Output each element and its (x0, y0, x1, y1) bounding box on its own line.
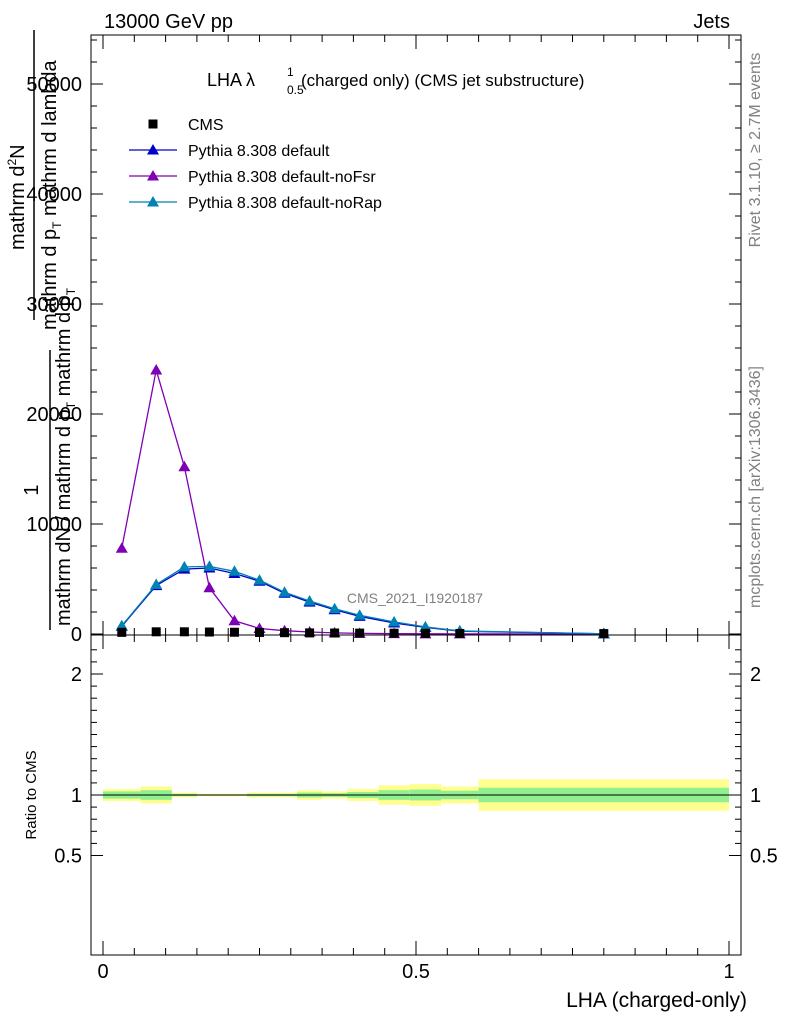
series-3-point (253, 574, 266, 585)
legend-label: Pythia 8.308 default (188, 143, 330, 160)
legend-marker (147, 144, 159, 155)
series-0-point (117, 627, 127, 637)
series-3-point (150, 578, 163, 589)
x-axis-label: LHA (charged-only) (566, 989, 747, 1012)
legend-marker (147, 170, 159, 181)
ratio-y-tick-label-right: 1 (750, 785, 761, 807)
main-y-label: 1 mathrm dN / mathrm d pT mathrm d pT ma… (5, 30, 78, 630)
y-label-numerator: mathrm d2N (5, 144, 29, 250)
series-2-line (121, 369, 604, 635)
mcplots-label: mcplots.cern.ch [arXiv:1306.3436] (747, 366, 764, 608)
main-y-tick-label: 40000 (26, 184, 82, 206)
ratio-y-axis: 0.5 0.5 1 1 2 2 (54, 649, 778, 868)
series-2-point (203, 581, 216, 593)
series-0-point (229, 627, 239, 637)
legend-entry: Pythia 8.308 default (129, 143, 330, 160)
series-0-point (455, 628, 465, 638)
legend-marker (147, 196, 159, 207)
title-sub: 0.5 (287, 83, 304, 97)
main-y-tick-label: 0 (71, 624, 82, 646)
legend-marker (148, 119, 158, 129)
series-3-point (178, 560, 191, 572)
legend-entry: Pythia 8.308 default-noRap (129, 195, 382, 212)
ratio-y-label: Ratio to CMS (23, 750, 40, 839)
series-3-point (303, 595, 316, 606)
analysis-watermark: CMS_2021_I1920187 (347, 590, 483, 606)
series-0-point (420, 628, 430, 638)
series-3-point (328, 602, 341, 614)
title-rest: (charged only) (CMS jet substructure) (301, 71, 584, 90)
series-layer (115, 364, 610, 639)
main-y-tick-label: 30000 (26, 294, 82, 316)
series-3-point (115, 619, 128, 631)
y-label-prefactor-top: 1 (21, 484, 43, 495)
series-0 (117, 627, 609, 639)
series-0-point (280, 628, 290, 638)
series-3-point (278, 586, 291, 597)
series-3-point (419, 620, 432, 632)
series-0-point (255, 627, 264, 637)
series-3-point (203, 560, 216, 571)
y-label-prefactor-bottom: mathrm dN / mathrm d pT mathrm d pT (53, 287, 78, 626)
plot-title: LHA λ 1 0.5 (charged only) (CMS jet subs… (207, 65, 584, 97)
ratio-y-tick-label-right: 0.5 (750, 846, 778, 868)
series-2-point (115, 542, 128, 553)
series-2-point (150, 364, 163, 375)
energy-label: 13000 GeV pp (104, 11, 233, 33)
series-0-point (204, 627, 214, 637)
x-tick-label: 0.5 (402, 961, 430, 983)
y-label-denominator: mathrm d pT mathrm d lambda (39, 59, 64, 330)
ratio-y-tick-label: 2 (71, 664, 82, 686)
legend-entry: Pythia 8.308 default-noFsr (129, 169, 376, 186)
rivet-version-label: Rivet 3.1.10, ≥ 2.7M events (747, 53, 764, 248)
series-3-point (228, 565, 241, 576)
series-0-point (151, 627, 161, 637)
ratio-x-axis: 0 0.5 1 (97, 635, 735, 983)
series-3-point (388, 615, 401, 627)
series-0-point (599, 629, 609, 639)
series-2-point (228, 614, 241, 626)
series-2-point (178, 460, 191, 472)
series-0-point (179, 627, 189, 637)
main-y-tick-label: 50000 (26, 74, 82, 96)
main-y-tick-label: 10000 (26, 514, 82, 536)
legend: CMS Pythia 8.308 default Pythia 8.308 defa… (129, 117, 382, 212)
legend-entry: CMS (148, 117, 224, 134)
series-3-line (121, 565, 604, 635)
series-0-point (355, 628, 365, 638)
legend-label: CMS (188, 117, 224, 134)
title-main: LHA λ (207, 70, 255, 90)
x-tick-label: 1 (723, 961, 734, 983)
title-sup: 1 (287, 65, 294, 79)
series-0-point (389, 628, 399, 638)
process-label: Jets (693, 11, 730, 33)
ratio-y-tick-label: 0.5 (54, 846, 82, 868)
ratio-y-tick-label: 1 (71, 785, 82, 807)
series-3-point (353, 609, 366, 620)
x-tick-label: 0 (97, 961, 108, 983)
main-y-tick-label: 20000 (26, 404, 82, 426)
ratio-y-tick-label-right: 2 (750, 664, 761, 686)
series-0-point (330, 628, 340, 638)
series-0-point (305, 628, 315, 638)
main-y-axis: 0 10000 20000 30000 40000 50000 (26, 39, 741, 646)
legend-label: Pythia 8.308 default-noRap (188, 195, 382, 212)
legend-label: Pythia 8.308 default-noFsr (188, 169, 376, 186)
